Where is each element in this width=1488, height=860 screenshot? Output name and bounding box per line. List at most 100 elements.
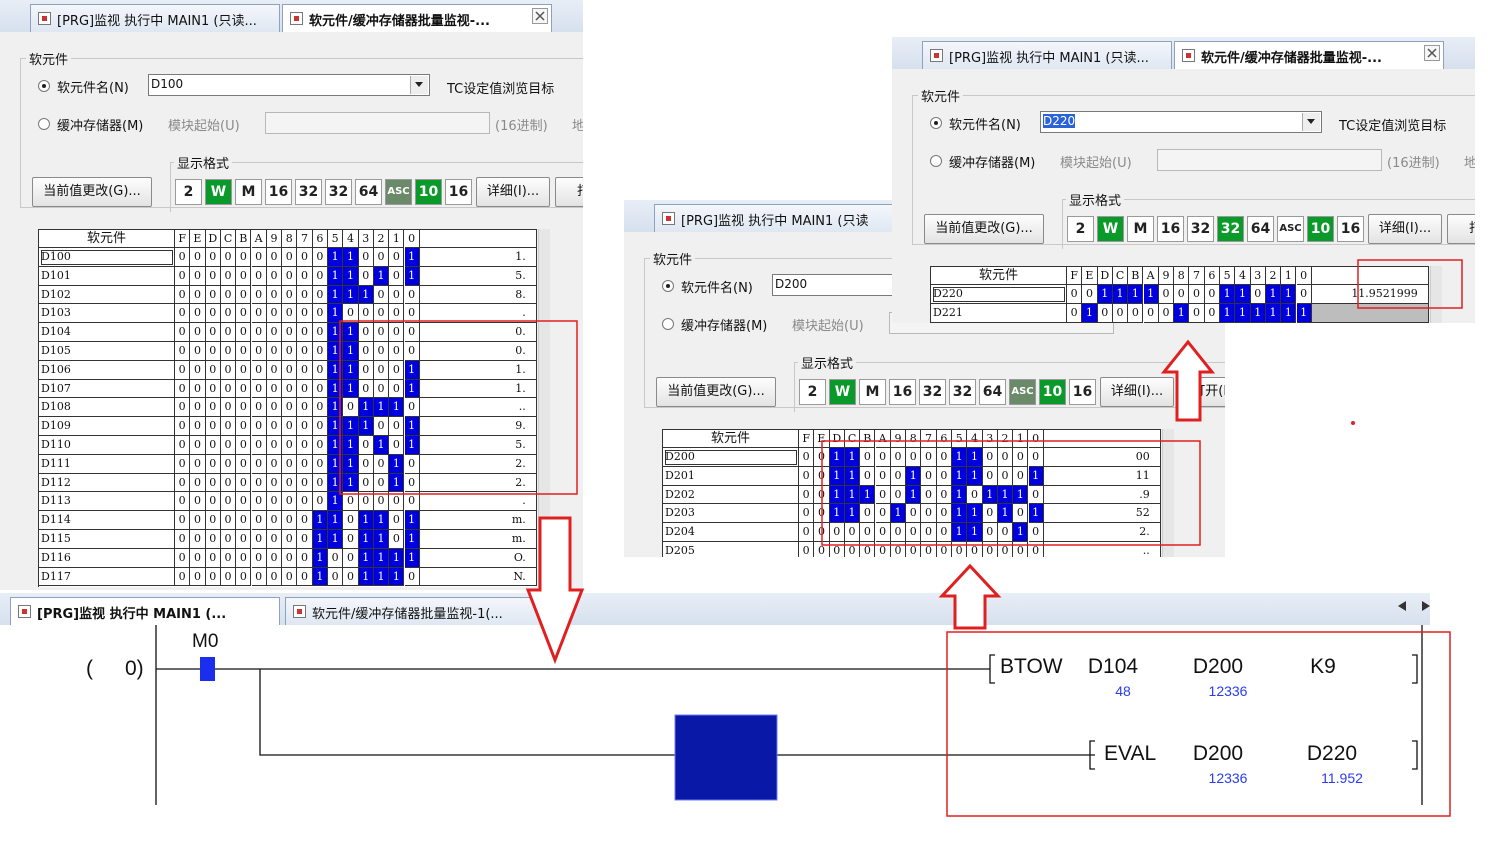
bit-cell: 0 (297, 248, 313, 267)
dropdown-button[interactable] (410, 76, 428, 94)
radio[interactable] (662, 318, 674, 330)
tab[interactable]: [PRG]监视 执行中 MAIN1 (只读... (30, 4, 280, 32)
format-button[interactable]: 32 (1187, 216, 1214, 242)
format-button[interactable]: 2 (1067, 216, 1094, 242)
radio-label[interactable]: 缓冲存储器(M) (681, 319, 768, 334)
change-value-button[interactable]: 当前值更改(G)... (32, 177, 152, 207)
open-button[interactable]: 打开(L) (1179, 377, 1225, 407)
close-button[interactable] (1424, 45, 1440, 61)
format-button[interactable]: W (829, 379, 856, 405)
format-button[interactable]: 64 (355, 179, 382, 205)
format-button[interactable]: ASC (1009, 379, 1036, 405)
bit-cell: 0 (190, 342, 206, 361)
bit-cell: 0 (389, 323, 405, 342)
bit-cell: 0 (251, 248, 267, 267)
bit-cell: 0 (175, 398, 191, 418)
close-button[interactable] (532, 8, 548, 24)
radio-label[interactable]: 软元件名(N) (681, 281, 753, 296)
format-button[interactable]: M (859, 379, 886, 405)
format-button[interactable]: M (1127, 216, 1154, 242)
format-button[interactable]: 16 (445, 179, 472, 205)
bit-cell: 0 (205, 266, 221, 286)
format-button[interactable]: W (205, 179, 232, 205)
format-button[interactable]: 64 (1247, 216, 1274, 242)
radio[interactable] (38, 80, 50, 92)
bit-cell: 1 (1128, 285, 1144, 304)
bit-cell: 1 (343, 379, 359, 399)
bit-cell: 0 (1204, 285, 1220, 304)
device-input[interactable]: D100 (148, 74, 430, 96)
bit-cell: 0 (921, 466, 937, 486)
tab[interactable]: [PRG]监视 执行中 MAIN1 (只读 (654, 204, 904, 232)
tab[interactable]: 软元件/缓冲存储器批量监视-... (282, 4, 552, 32)
bit-cell: 0 (282, 436, 298, 455)
format-button[interactable]: 32 (295, 179, 322, 205)
format-button[interactable]: 2 (175, 179, 202, 205)
device-cell: D202 (663, 485, 799, 505)
bit-cell: 0 (312, 360, 328, 380)
bit-cell: 0 (343, 548, 359, 568)
dropdown-button[interactable] (1302, 113, 1320, 131)
value-cell: 9. (419, 417, 537, 436)
tab[interactable]: 软元件/缓冲存储器批量监视-1(... (285, 597, 547, 625)
bit-header: 4 (343, 230, 359, 248)
detail-button[interactable]: 详细(I)... (476, 177, 550, 207)
format-button[interactable]: 32 (949, 379, 976, 405)
format-button[interactable]: 2 (799, 379, 826, 405)
tab[interactable]: [PRG]监视 执行中 MAIN1 (只读... (922, 41, 1172, 69)
cursor[interactable] (674, 714, 778, 801)
tab-icon (930, 49, 943, 62)
tab[interactable]: 软元件/缓冲存储器批量监视-... (1174, 41, 1444, 69)
format-button[interactable]: 10 (1307, 216, 1334, 242)
bit-cell: 0 (358, 248, 374, 267)
bit-cell: 0 (312, 342, 328, 361)
red-dot (1351, 421, 1355, 425)
change-value-button[interactable]: 当前值更改(G)... (924, 214, 1044, 244)
format-button[interactable]: 64 (979, 379, 1006, 405)
bit-cell: 0 (282, 548, 298, 568)
format-button[interactable]: 16 (1337, 216, 1364, 242)
format-button[interactable]: 32 (1217, 216, 1244, 242)
bit-cell: 0 (297, 530, 313, 549)
radio-label[interactable]: 缓冲存储器(M) (949, 156, 1036, 171)
scroll-arrows[interactable] (1398, 601, 1430, 611)
format-button[interactable]: 32 (325, 179, 352, 205)
radio-label[interactable]: 软元件名(N) (949, 118, 1021, 133)
bit-cell: 0 (373, 492, 390, 512)
radio[interactable] (930, 117, 942, 129)
bit-cell: 0 (220, 473, 237, 493)
detail-button[interactable]: 详细(I)... (1100, 377, 1174, 407)
module-start-label: 模块起始(U) (792, 319, 864, 334)
detail-button[interactable]: 详细(I)... (1368, 214, 1442, 244)
format-button[interactable]: 16 (889, 379, 916, 405)
tab[interactable]: [PRG]监视 执行中 MAIN1 (... (10, 597, 280, 625)
bit-cell: 1 (404, 379, 420, 399)
format-button[interactable]: M (235, 179, 262, 205)
change-value-button[interactable]: 当前值更改(G)... (656, 377, 776, 407)
format-button[interactable]: 16 (1157, 216, 1184, 242)
open-button[interactable]: 打开 (555, 177, 583, 207)
bit-cell: 0 (175, 436, 191, 455)
radio[interactable] (662, 280, 674, 292)
device-cell: D204 (663, 523, 799, 542)
format-button[interactable]: 16 (1069, 379, 1096, 405)
format-button[interactable]: W (1097, 216, 1124, 242)
bit-cell: 1 (328, 530, 344, 549)
bit-cell: 0 (205, 567, 221, 587)
format-button[interactable]: 10 (1039, 379, 1066, 405)
radio[interactable] (38, 118, 50, 130)
format-button[interactable]: ASC (1277, 216, 1304, 242)
radio-label[interactable]: 软元件名(N) (57, 81, 129, 96)
bit-header: F (799, 430, 815, 448)
device-cell: D200 (663, 448, 799, 467)
open-button[interactable]: 打开 (1447, 214, 1475, 244)
bit-cell: 0 (190, 548, 206, 568)
format-button[interactable]: 10 (415, 179, 442, 205)
value-cell: 11 (1043, 466, 1161, 486)
device-input[interactable]: D220 (1040, 111, 1322, 133)
format-button[interactable]: 32 (919, 379, 946, 405)
radio[interactable] (930, 155, 942, 167)
format-button[interactable]: ASC (385, 179, 412, 205)
format-button[interactable]: 16 (265, 179, 292, 205)
radio-label[interactable]: 缓冲存储器(M) (57, 119, 144, 134)
